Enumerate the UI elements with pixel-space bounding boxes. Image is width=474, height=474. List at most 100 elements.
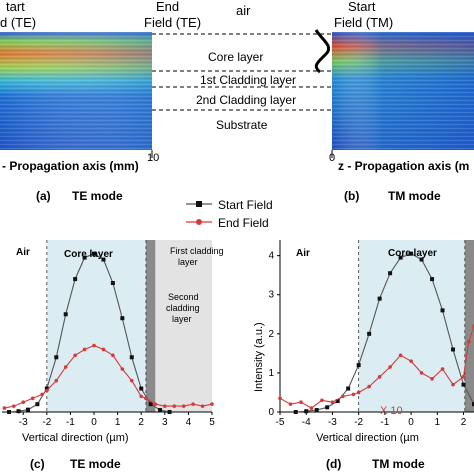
start-field-point xyxy=(148,402,153,407)
start-field-point xyxy=(63,312,68,317)
start-field-point xyxy=(158,408,163,413)
end-field-point xyxy=(21,400,26,405)
panel-d-plot: 0 1 2 3 4 -5 -4 -3 -2 -1 0 1 2 xyxy=(268,240,474,428)
start-field-point xyxy=(314,408,319,413)
end-field-point xyxy=(409,359,413,363)
tm-field-map xyxy=(332,32,474,150)
start-field-point xyxy=(293,410,298,414)
panel-c-second-cladding-3: layer xyxy=(172,314,192,324)
second-cladding-label: 2nd Cladding layer xyxy=(196,93,296,107)
panel-c-air-label: Air xyxy=(16,247,30,258)
legend-end-marker xyxy=(196,219,202,225)
start-field-point xyxy=(304,409,309,414)
core-layer-label: Core layer xyxy=(208,50,263,64)
start-field-te-label-1: tart xyxy=(6,0,25,14)
start-field-point xyxy=(101,257,106,262)
panel-d-ylabel: Intensity (a.u.) xyxy=(253,322,265,392)
end-field-point xyxy=(398,353,403,358)
x-tick-label: 0 xyxy=(408,417,414,428)
start-field-point xyxy=(167,410,172,414)
x-tick-label: -1 xyxy=(380,417,389,428)
start-field-point xyxy=(25,407,30,412)
end-field-point xyxy=(40,392,44,397)
substrate-label: Substrate xyxy=(216,118,268,132)
end-field-point xyxy=(73,353,77,358)
panel-d-x10-annotation: X 10 xyxy=(380,405,403,417)
start-field-point xyxy=(110,281,115,285)
end-field-point xyxy=(466,339,471,344)
tm-axis-tick-start: 0 xyxy=(329,152,335,164)
end-field-point xyxy=(45,388,49,393)
tm-axis-label: z - Propagation axis (m xyxy=(338,159,469,173)
start-field-point xyxy=(367,331,372,336)
start-field-tm-label-1: Start xyxy=(348,0,376,14)
start-field-point xyxy=(7,410,12,414)
end-field-point xyxy=(440,367,445,371)
end-field-te-label-2: Field (TE) xyxy=(144,15,201,30)
end-field-point xyxy=(299,400,303,405)
x-tick-label: -1 xyxy=(66,417,75,428)
end-field-point xyxy=(101,347,106,352)
caption-a-letter: (a) xyxy=(36,189,51,203)
te-field-map xyxy=(0,32,152,150)
end-field-point xyxy=(341,394,345,399)
mode-profile-curve xyxy=(314,29,331,74)
start-field-point xyxy=(346,386,351,391)
end-field-point xyxy=(163,404,167,408)
start-field-point xyxy=(398,255,403,260)
legend: Start Field End Field xyxy=(186,198,273,230)
end-field-point xyxy=(153,402,158,406)
end-field-point xyxy=(320,398,324,403)
x-tick-label: -3 xyxy=(328,417,337,428)
end-field-point xyxy=(451,382,455,387)
layer-schematic xyxy=(151,29,333,158)
caption-c-letter: (c) xyxy=(30,457,45,471)
start-field-te-label-2: d (TE) xyxy=(0,15,36,30)
first-cladding-label: 1st Cladding layer xyxy=(200,73,296,87)
end-field-point xyxy=(2,406,7,410)
end-field-point xyxy=(181,404,186,408)
start-field-point xyxy=(356,363,361,368)
panel-c-core-label: Core layer xyxy=(64,249,113,260)
caption-b-letter: (b) xyxy=(344,189,359,203)
panel-d-core-label: Core layer xyxy=(388,248,437,259)
x-tick-label: 2 xyxy=(138,417,144,428)
panel-c-first-cladding-1: First cladding xyxy=(170,246,224,256)
caption-c-text: TE mode xyxy=(70,457,121,471)
y-tick-label: 4 xyxy=(268,251,274,262)
first-cladding-region xyxy=(145,240,156,412)
start-field-point xyxy=(440,308,445,313)
legend-start-marker xyxy=(196,201,202,207)
end-field-point xyxy=(172,404,177,408)
y-tick-label: 2 xyxy=(268,329,274,340)
end-field-point xyxy=(430,376,434,381)
end-field-te-label-1: End xyxy=(156,0,179,14)
panel-c-second-cladding-1: Second xyxy=(168,292,199,302)
cladding-region xyxy=(464,240,474,412)
end-field-point xyxy=(461,375,466,379)
caption-d-letter: (d) xyxy=(326,457,341,471)
end-field-point xyxy=(200,404,205,408)
end-field-point xyxy=(120,367,125,371)
x-tick-label: -3 xyxy=(19,417,28,428)
start-field-point xyxy=(409,251,414,256)
start-field-point xyxy=(388,271,393,276)
legend-end-label: End Field xyxy=(218,216,269,230)
start-field-point xyxy=(73,277,78,282)
start-field-point xyxy=(430,277,435,282)
end-field-point xyxy=(54,378,59,383)
core-region xyxy=(358,240,465,412)
panel-d-xlabel: Vertical direction (µm xyxy=(316,432,419,444)
end-field-point xyxy=(139,394,144,399)
end-field-point xyxy=(377,375,382,379)
end-field-point xyxy=(330,400,335,405)
caption-a-text: TE mode xyxy=(72,189,123,203)
caption-b-text: TM mode xyxy=(388,189,441,203)
start-field-point xyxy=(129,355,134,360)
core-region xyxy=(46,240,146,412)
end-field-point xyxy=(419,371,424,375)
end-field-point xyxy=(388,365,392,369)
x-tick-label: 5 xyxy=(209,417,215,428)
end-field-point xyxy=(30,396,35,401)
